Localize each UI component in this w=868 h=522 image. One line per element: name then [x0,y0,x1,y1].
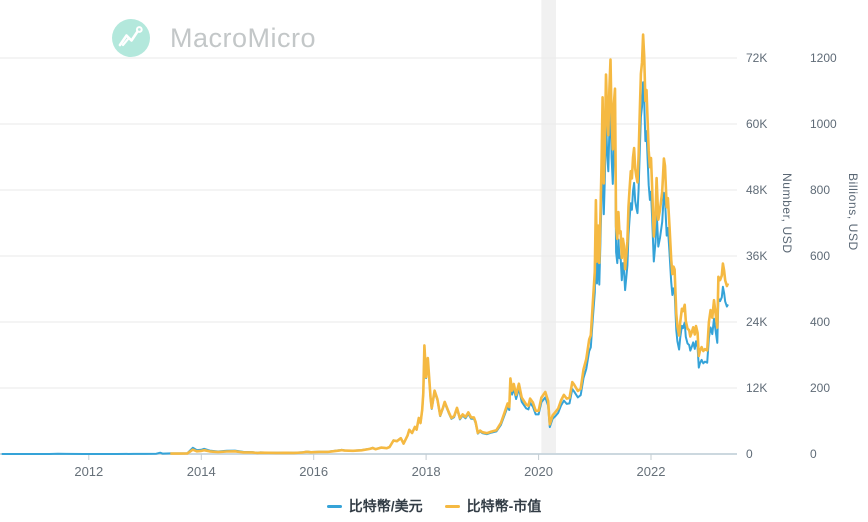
y-tick-label-usd: 60K [746,117,768,131]
recession-band [541,0,556,454]
x-tick-label: 2018 [411,464,441,479]
legend-swatch-btc-mcap [444,504,460,508]
y-tick-label-billions: 400 [810,315,831,329]
y-tick-label-billions: 1000 [810,117,837,131]
x-tick-label: 2016 [299,464,329,479]
legend-swatch-btc-usd [326,504,342,508]
legend-label-btc-mcap: 比特幣-市值 [466,498,542,514]
y-axis-title-billions-usd: Billions, USD [846,173,860,251]
x-tick-label: 2022 [636,464,666,479]
legend-item-btc-usd[interactable]: 比特幣/美元 [326,497,423,515]
y-tick-label-billions: 800 [810,183,831,197]
x-tick-label: 2012 [74,464,104,479]
y-tick-label-usd: 12K [746,381,768,395]
y-tick-label-usd: 72K [746,51,768,65]
y-axis-title-number-usd: Number, USD [780,173,794,254]
y-tick-label-billions: 600 [810,249,831,263]
legend-item-btc-mcap[interactable]: 比特幣-市值 [444,497,542,515]
y-tick-label-billions: 0 [810,447,817,461]
macromicro-logo-icon[interactable] [112,19,150,57]
x-tick-label: 2020 [524,464,553,479]
brand-header: MacroMicro [112,19,316,57]
y-tick-label-usd: 0 [746,447,753,461]
y-tick-label-billions: 200 [810,381,831,395]
y-tick-label-billions: 1200 [810,51,837,65]
series-line-1[interactable] [170,33,730,455]
y-tick-label-usd: 36K [746,249,768,263]
chart-legend: 比特幣/美元 比特幣-市值 [0,495,868,517]
brand-name: MacroMicro [170,23,317,53]
series-line-0[interactable] [1,81,729,455]
y-tick-label-usd: 24K [746,315,768,329]
x-tick-label: 2014 [186,464,216,479]
y-tick-label-usd: 48K [746,183,768,197]
legend-label-btc-usd: 比特幣/美元 [348,498,423,514]
